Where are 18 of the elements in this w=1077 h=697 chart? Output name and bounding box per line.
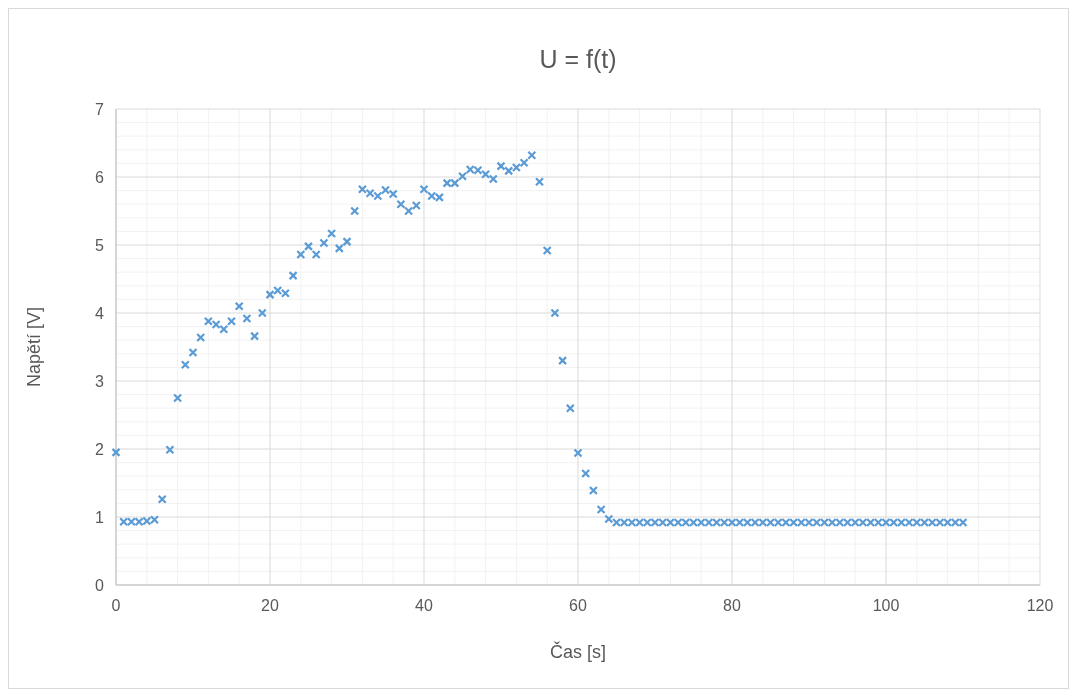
x-tick-label: 20 bbox=[261, 597, 279, 614]
y-tick-label: 4 bbox=[95, 305, 105, 322]
x-axis-title: Čas [s] bbox=[549, 641, 607, 662]
y-tick-label: 1 bbox=[95, 509, 105, 526]
x-tick-label: 0 bbox=[111, 597, 121, 614]
y-tick-label: 7 bbox=[95, 101, 105, 118]
y-tick-label: 5 bbox=[95, 237, 105, 254]
y-tick-label: 6 bbox=[95, 169, 105, 186]
x-tick-label: 40 bbox=[415, 597, 433, 614]
y-tick-label: 3 bbox=[95, 373, 105, 390]
y-tick-label: 2 bbox=[95, 441, 105, 458]
y-tick-label: 0 bbox=[95, 577, 105, 594]
y-axis-title: Napětí [V] bbox=[24, 306, 44, 388]
x-tick-label: 100 bbox=[872, 597, 900, 614]
chart-title: U = f(t) bbox=[539, 45, 617, 73]
x-tick-label: 120 bbox=[1026, 597, 1054, 614]
x-tick-label: 60 bbox=[569, 597, 587, 614]
x-tick-label: 80 bbox=[723, 597, 741, 614]
